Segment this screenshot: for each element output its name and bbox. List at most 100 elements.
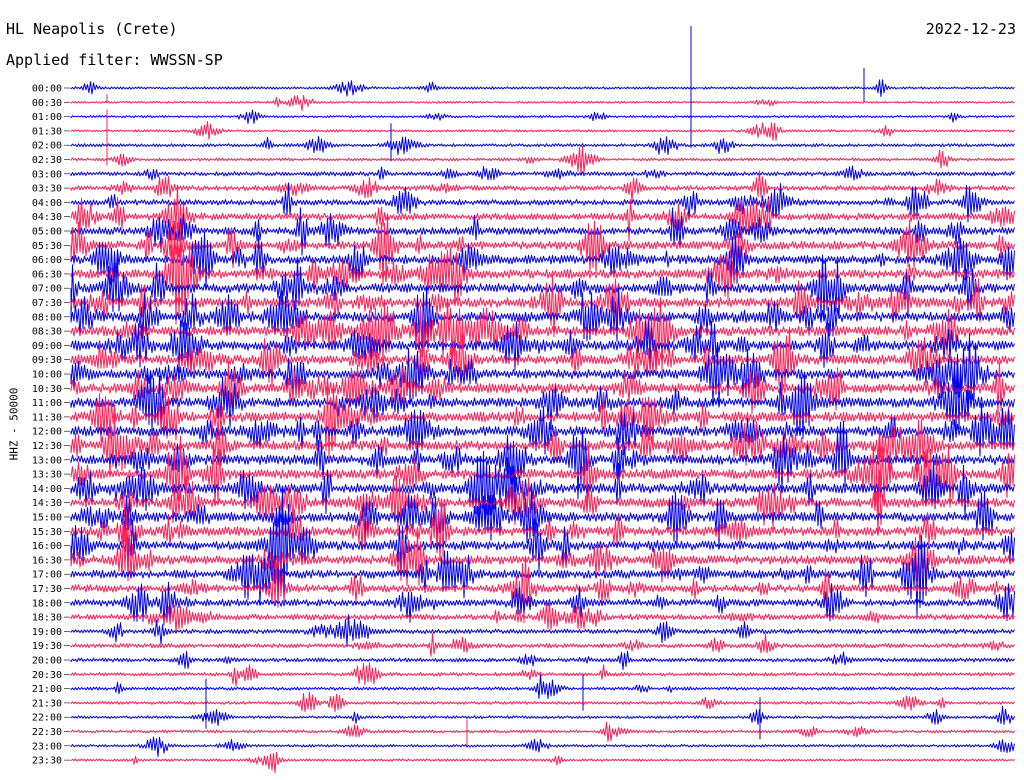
filter-label: Applied filter: WWSSN-SP xyxy=(6,51,223,69)
tick-label-1900: 19:00 xyxy=(32,627,62,638)
tick-label-1730: 17:30 xyxy=(32,584,62,595)
tick-label-1330: 13:30 xyxy=(32,470,62,481)
tick-label-0000: 00:00 xyxy=(32,84,62,95)
trace-1600 xyxy=(70,486,1015,602)
tick-label-2130: 21:30 xyxy=(32,698,62,709)
tick-label-0430: 04:30 xyxy=(32,212,62,223)
time-tick-labels: 00:00 00:30 01:00 01:30 02:00 02:30 03:00 03:30… xyxy=(32,84,70,767)
trace-2300 xyxy=(70,736,1015,757)
station-title: HL Neapolis (Crete) xyxy=(6,20,178,38)
tick-label-0530: 05:30 xyxy=(32,241,62,252)
tick-label-1830: 18:30 xyxy=(32,613,62,624)
trace-0700 xyxy=(70,254,1015,321)
tick-label-1100: 11:00 xyxy=(32,398,62,409)
trace-2000 xyxy=(70,650,1015,670)
tick-label-0300: 03:00 xyxy=(32,169,62,180)
trace-0630 xyxy=(70,220,1015,325)
tick-label-1200: 12:00 xyxy=(32,427,62,438)
tick-label-0230: 02:30 xyxy=(32,155,62,166)
tick-label-0830: 08:30 xyxy=(32,327,62,338)
trace-1400 xyxy=(70,450,1015,525)
trace-1100 xyxy=(70,366,1015,440)
tick-label-1700: 17:00 xyxy=(32,570,62,581)
tick-label-1600: 16:00 xyxy=(32,541,62,552)
tick-label-1930: 19:30 xyxy=(32,641,62,652)
tick-label-0930: 09:30 xyxy=(32,355,62,366)
trace-0100 xyxy=(70,109,1015,124)
trace-2100 xyxy=(70,674,1015,699)
trace-0400 xyxy=(70,182,1015,223)
trace-0730 xyxy=(70,274,1015,338)
trace-1200 xyxy=(70,403,1015,457)
trace-1500 xyxy=(70,489,1015,547)
trace-1530 xyxy=(70,502,1015,562)
tick-label-1400: 14:00 xyxy=(32,484,62,495)
trace-1330 xyxy=(70,433,1015,512)
trace-0030 xyxy=(70,95,1015,112)
trace-0830 xyxy=(70,297,1015,373)
tick-label-2000: 20:00 xyxy=(32,656,62,667)
trace-1300 xyxy=(70,420,1015,500)
trace-1700 xyxy=(70,535,1015,617)
tick-label-1030: 10:30 xyxy=(32,384,62,395)
trace-1900 xyxy=(70,615,1015,647)
tick-label-2230: 22:30 xyxy=(32,727,62,738)
trace-0230 xyxy=(70,145,1015,175)
trace-0330 xyxy=(70,170,1015,202)
tick-label-2100: 21:00 xyxy=(32,684,62,695)
trace-0300 xyxy=(70,165,1015,181)
tick-label-1230: 12:30 xyxy=(32,441,62,452)
trace-2130 xyxy=(70,691,1015,713)
tick-label-0200: 02:00 xyxy=(32,141,62,152)
tick-label-2300: 23:00 xyxy=(32,741,62,752)
trace-1730 xyxy=(70,556,1015,624)
trace-1000 xyxy=(70,333,1015,410)
trace-1130 xyxy=(70,384,1015,459)
trace-2230 xyxy=(70,721,1015,743)
tick-label-1630: 16:30 xyxy=(32,555,62,566)
trace-0430 xyxy=(70,184,1015,242)
tick-label-1530: 15:30 xyxy=(32,527,62,538)
trace-0130 xyxy=(70,121,1015,141)
tick-label-1430: 14:30 xyxy=(32,498,62,509)
tick-label-1130: 11:30 xyxy=(32,412,62,423)
date-label: 2022-12-23 xyxy=(925,20,1016,38)
trace-0500 xyxy=(70,207,1015,256)
tick-label-1300: 13:00 xyxy=(32,455,62,466)
trace-2200 xyxy=(70,705,1015,726)
tick-label-2200: 22:00 xyxy=(32,713,62,724)
trace-1830 xyxy=(70,601,1015,633)
trace-2030 xyxy=(70,662,1015,687)
tick-label-0630: 06:30 xyxy=(32,269,62,280)
tick-label-0500: 05:00 xyxy=(32,227,62,238)
trace-1630 xyxy=(70,526,1015,589)
trace-1230 xyxy=(70,412,1015,478)
tick-label-0730: 07:30 xyxy=(32,298,62,309)
trace-0000 xyxy=(70,79,1015,98)
trace-0930 xyxy=(70,326,1015,402)
tick-label-1000: 10:00 xyxy=(32,370,62,381)
tick-label-0130: 01:30 xyxy=(32,126,62,137)
tick-label-2030: 20:30 xyxy=(32,670,62,681)
tick-label-1500: 15:00 xyxy=(32,513,62,524)
trace-1800 xyxy=(70,581,1015,626)
trace-1430 xyxy=(70,469,1015,534)
trace-0200 xyxy=(70,136,1015,156)
trace-0600 xyxy=(70,231,1015,288)
tick-label-0330: 03:30 xyxy=(32,184,62,195)
tick-label-0800: 08:00 xyxy=(32,312,62,323)
trace-2330 xyxy=(70,751,1015,774)
tick-label-0700: 07:00 xyxy=(32,284,62,295)
tick-label-2330: 23:30 xyxy=(32,756,62,767)
tick-label-1800: 18:00 xyxy=(32,598,62,609)
tick-label-0900: 09:00 xyxy=(32,341,62,352)
trace-0900 xyxy=(70,320,1015,374)
trace-1930 xyxy=(70,633,1015,657)
tick-label-0600: 06:00 xyxy=(32,255,62,266)
tick-label-0100: 01:00 xyxy=(32,112,62,123)
seismic-traces xyxy=(70,26,1015,774)
tick-label-0400: 04:00 xyxy=(32,198,62,209)
tick-label-0030: 00:30 xyxy=(32,98,62,109)
trace-0530 xyxy=(70,213,1015,285)
